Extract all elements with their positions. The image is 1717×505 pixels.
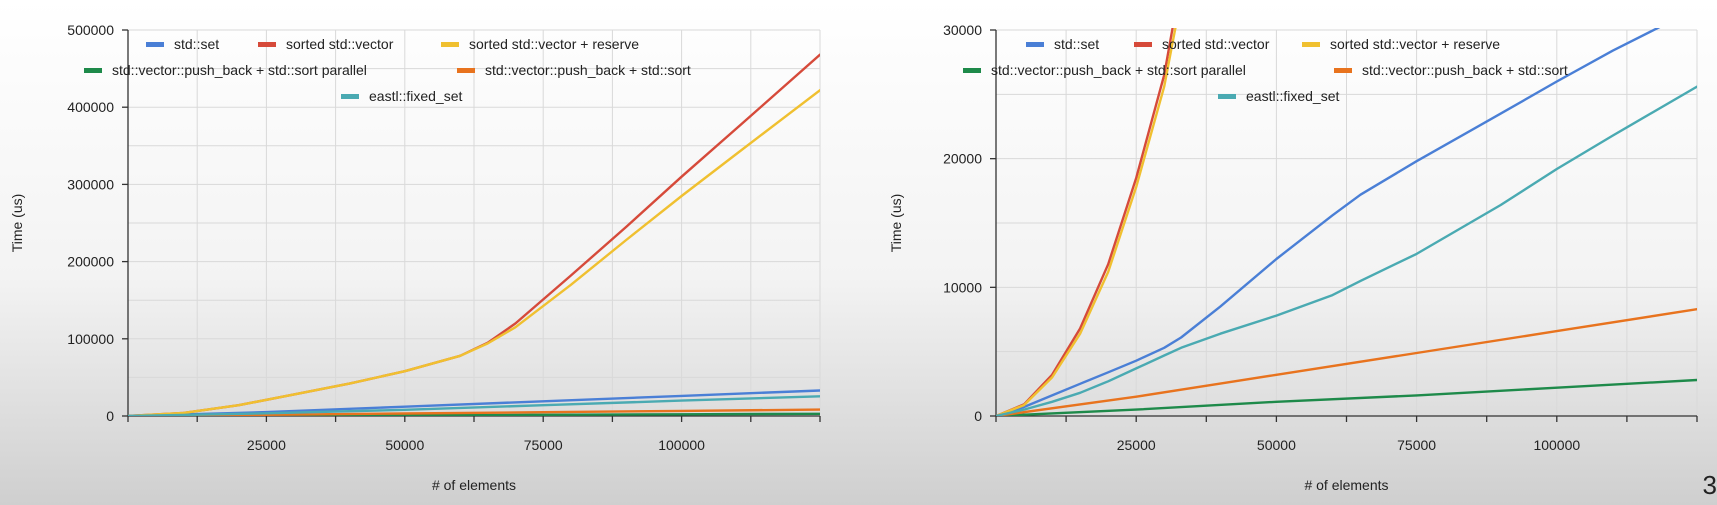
chart-1: 25000 50000 75000 100000 0 100000 200000 300000… bbox=[9, 22, 821, 493]
x-tick-label: 50000 bbox=[385, 437, 424, 453]
legend-label: sorted std::vector + reserve bbox=[469, 36, 639, 52]
y-tick-label: 300000 bbox=[67, 176, 114, 192]
legend-swatch bbox=[963, 68, 981, 73]
series-group bbox=[128, 53, 820, 416]
y-tick-label: 500000 bbox=[67, 22, 114, 38]
legend-label: sorted std::vector bbox=[1162, 36, 1270, 52]
gridlines bbox=[996, 29, 1698, 417]
series-line-3 bbox=[996, 378, 1697, 416]
legend-swatch bbox=[1134, 42, 1152, 47]
y-tick-label: 100000 bbox=[67, 331, 114, 347]
y-tick-label: 0 bbox=[106, 408, 114, 424]
gridlines bbox=[128, 29, 821, 417]
series-line-5 bbox=[128, 395, 820, 416]
x-tick-label: 75000 bbox=[524, 437, 563, 453]
series-line-2 bbox=[996, 28, 1177, 416]
legend-swatch bbox=[258, 42, 276, 47]
series-line-4 bbox=[128, 408, 820, 416]
chart-2: 25000 50000 75000 100000 0 10000 20000 30000 # o… bbox=[888, 22, 1698, 493]
x-axis-title: # of elements bbox=[1304, 477, 1388, 493]
legend-label: sorted std::vector + reserve bbox=[1330, 36, 1500, 52]
y-tick-label: 20000 bbox=[943, 151, 982, 167]
legend-label: std::set bbox=[174, 36, 219, 52]
y-axis-title: Time (us) bbox=[9, 194, 25, 253]
y-tick-label: 10000 bbox=[943, 279, 982, 295]
series-line-2 bbox=[128, 88, 820, 416]
legend-label: std::set bbox=[1054, 36, 1099, 52]
series-group bbox=[996, 28, 1697, 416]
legend-label: std::vector::push_back + std::sort bbox=[485, 62, 691, 78]
legend-swatch bbox=[1026, 42, 1044, 47]
x-tick-label: 50000 bbox=[1257, 437, 1296, 453]
legend-swatch bbox=[146, 42, 164, 47]
legend-label: std::vector::push_back + std::sort paral… bbox=[112, 62, 367, 78]
legend-swatch bbox=[84, 68, 102, 73]
legend-swatch bbox=[457, 68, 475, 73]
legend-swatch bbox=[441, 42, 459, 47]
legend-label: eastl::fixed_set bbox=[369, 88, 462, 104]
x-tick-label: 75000 bbox=[1397, 437, 1436, 453]
y-tick-label: 0 bbox=[974, 408, 982, 424]
x-tick-label: 100000 bbox=[1533, 437, 1580, 453]
legend: std::set sorted std::vector sorted std::ve… bbox=[963, 36, 1568, 104]
series-line-5 bbox=[996, 85, 1697, 416]
x-tick-label: 25000 bbox=[247, 437, 286, 453]
x-axis-title: # of elements bbox=[432, 477, 516, 493]
legend-label: std::vector::push_back + std::sort bbox=[1362, 62, 1568, 78]
series-line-0 bbox=[996, 28, 1661, 416]
y-tick-label: 400000 bbox=[67, 99, 114, 115]
y-tick-label: 30000 bbox=[943, 22, 982, 38]
legend-swatch bbox=[1218, 94, 1236, 99]
legend-swatch bbox=[1334, 68, 1352, 73]
legend-swatch bbox=[1302, 42, 1320, 47]
legend-label: eastl::fixed_set bbox=[1246, 88, 1339, 104]
y-tick-label: 200000 bbox=[67, 254, 114, 270]
y-axis-title: Time (us) bbox=[888, 194, 904, 253]
legend: std::set sorted std::vector sorted std::ve… bbox=[84, 36, 691, 104]
x-tick-label: 25000 bbox=[1117, 437, 1156, 453]
legend-swatch bbox=[341, 94, 359, 99]
slide-number: 3 bbox=[1702, 470, 1717, 500]
x-tick-label: 100000 bbox=[658, 437, 705, 453]
legend-label: sorted std::vector bbox=[286, 36, 394, 52]
series-line-4 bbox=[996, 308, 1697, 416]
legend-label: std::vector::push_back + std::sort paral… bbox=[991, 62, 1246, 78]
series-line-1 bbox=[996, 28, 1174, 416]
